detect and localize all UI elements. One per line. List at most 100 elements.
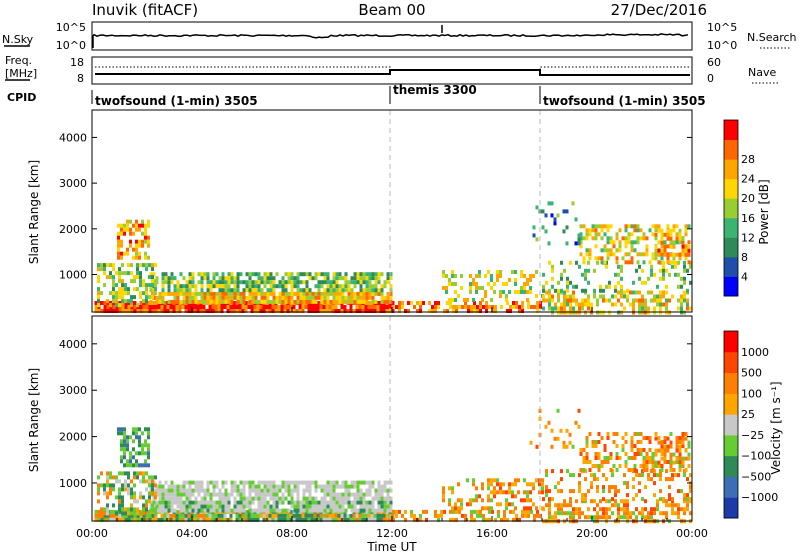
scatter-cell xyxy=(641,294,644,299)
scatter-cell xyxy=(136,271,139,276)
scatter-cell xyxy=(638,481,641,486)
scatter-cell xyxy=(269,299,273,304)
colorbar-tick-label: 4 xyxy=(741,270,748,283)
scatter-cell xyxy=(320,284,324,289)
scatter-cell xyxy=(596,511,599,516)
scatter-cell xyxy=(263,500,267,505)
scatter-cell xyxy=(182,484,186,489)
scatter-cell xyxy=(185,500,189,505)
scatter-cell xyxy=(133,517,137,522)
scatter-cell xyxy=(266,508,270,513)
scatter-cell xyxy=(614,288,617,293)
scatter-cell xyxy=(627,240,631,245)
scatter-cell xyxy=(594,440,598,444)
scatter-cell xyxy=(167,500,171,505)
scatter-cell xyxy=(205,517,209,522)
scatter-cell xyxy=(449,509,452,514)
x-tick-label: 08:00 xyxy=(276,527,308,540)
scatter-cell xyxy=(135,239,138,244)
scatter-cell xyxy=(280,513,284,518)
scatter-cell xyxy=(687,248,691,253)
scatter-cell xyxy=(217,309,221,313)
scatter-cell xyxy=(680,284,683,289)
scatter-cell xyxy=(278,284,282,289)
scatter-cell xyxy=(154,513,158,518)
scatter-cell xyxy=(136,471,139,476)
scatter-cell xyxy=(642,260,646,265)
scatter-cell xyxy=(147,451,150,456)
scatter-cell xyxy=(677,503,680,508)
scatter-cell xyxy=(337,309,341,313)
scatter-cell xyxy=(572,511,575,516)
scatter-cell xyxy=(295,517,299,522)
scatter-cell xyxy=(126,459,129,464)
scatter-cell xyxy=(325,305,329,309)
scatter-cell xyxy=(130,513,134,518)
scatter-cell xyxy=(487,270,490,274)
scatter-cell xyxy=(413,305,416,309)
scatter-cell xyxy=(385,513,389,518)
scatter-cell xyxy=(584,272,587,277)
scatter-cell xyxy=(663,252,667,257)
scatter-cell xyxy=(136,267,139,272)
scatter-cell xyxy=(584,499,587,504)
scatter-cell xyxy=(614,294,617,299)
scatter-cell xyxy=(290,299,294,304)
scatter-cell xyxy=(362,492,366,497)
scatter-cell xyxy=(368,488,372,493)
scatter-cell xyxy=(147,435,150,440)
scatter-cell xyxy=(574,217,578,222)
scatter-cell xyxy=(359,500,363,505)
scatter-cell xyxy=(602,288,605,293)
scatter-cell xyxy=(361,305,365,309)
scatter-cell xyxy=(517,478,520,483)
scatter-cell xyxy=(559,428,563,433)
scatter-cell xyxy=(355,513,359,518)
scatter-cell xyxy=(563,294,566,299)
scatter-cell xyxy=(272,484,276,489)
scatter-cell xyxy=(302,295,306,300)
scatter-cell xyxy=(350,288,354,293)
scatter-cell xyxy=(227,284,231,289)
scatter-cell xyxy=(248,284,252,289)
scatter-cell xyxy=(659,268,662,273)
scatter-cell xyxy=(620,499,623,504)
y-tick-label: 4000 xyxy=(59,131,87,144)
scatter-cell xyxy=(126,435,129,440)
scatter-cell xyxy=(606,236,610,241)
scatter-cell xyxy=(215,295,219,300)
scatter-cell xyxy=(666,244,670,249)
scatter-cell xyxy=(263,272,267,277)
scatter-cell xyxy=(617,298,620,303)
scatter-cell xyxy=(665,306,668,311)
scatter-cell xyxy=(584,298,587,303)
scatter-cell xyxy=(636,236,640,241)
scatter-cell xyxy=(669,232,673,237)
scatter-cell xyxy=(648,440,652,444)
scatter-cell xyxy=(106,299,109,304)
scatter-cell xyxy=(133,491,136,496)
scatter-cell xyxy=(320,272,324,277)
scatter-cell xyxy=(135,451,138,456)
colorbar-segment xyxy=(724,414,738,436)
scatter-cell xyxy=(666,232,670,237)
scatter-cell xyxy=(600,460,604,464)
scatter-cell xyxy=(485,301,488,305)
scatter-cell xyxy=(650,507,653,512)
scatter-cell xyxy=(473,309,476,313)
scatter-cell xyxy=(659,302,662,307)
scatter-cell xyxy=(160,513,164,518)
scatter-cell xyxy=(127,513,131,518)
scatter-cell xyxy=(626,503,629,508)
scatter-cell xyxy=(574,420,578,425)
scatter-cell xyxy=(121,287,124,292)
freq-left-tick-top: 18 xyxy=(70,56,84,69)
scatter-cell xyxy=(287,291,291,296)
scatter-cell xyxy=(223,305,227,309)
scatter-cell xyxy=(302,480,306,485)
scatter-cell xyxy=(308,508,312,513)
scatter-cell xyxy=(121,487,124,492)
scatter-cell xyxy=(508,482,511,487)
scatter-cell xyxy=(126,219,129,224)
scatter-cell xyxy=(109,491,112,496)
